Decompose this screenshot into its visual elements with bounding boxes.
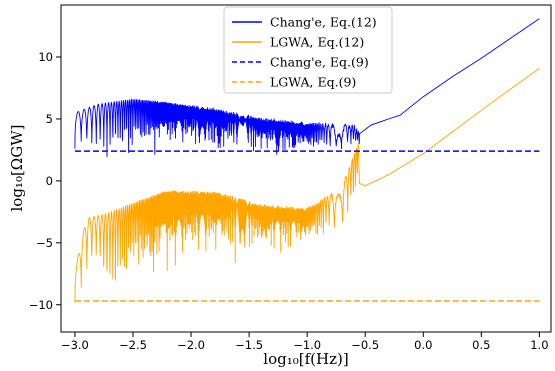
x-tick-label: −1.5 [235, 338, 263, 352]
x-tick-label: −1.0 [293, 338, 321, 352]
y-axis-label: log₁₀[ΩGW] [8, 125, 26, 212]
legend-label-1: LGWA, Eq.(12) [270, 35, 364, 50]
plot-frame [60, 4, 552, 333]
x-tick-label: −2.5 [119, 338, 147, 352]
x-tick-label: 0.0 [414, 338, 432, 352]
y-tick-label: 5 [46, 112, 53, 126]
plot-lines [74, 18, 540, 303]
legend-label-3: LGWA, Eq.(9) [270, 75, 356, 90]
y-tick-label: −5 [36, 236, 53, 250]
legend: Chang'e, Eq.(12) LGWA, Eq.(12) Chang'e, Eq… [223, 6, 393, 94]
y-axis-ticks: −10 −5 0 5 10 [29, 50, 61, 312]
x-tick-label: −2.0 [177, 338, 205, 352]
x-tick-label: 1.0 [530, 338, 548, 352]
legend-label-0: Chang'e, Eq.(12) [270, 15, 377, 30]
y-tick-label: 10 [38, 50, 53, 64]
series-line-0 [74, 18, 540, 158]
legend-label-2: Chang'e, Eq.(9) [270, 55, 369, 70]
series-line-1 [74, 67, 540, 303]
y-tick-label: −10 [29, 298, 53, 312]
x-axis-ticks: −3.0 −2.5 −2.0 −1.5 −1.0 −0.5 0.0 0.5 1.0 [61, 332, 549, 352]
x-tick-label: −0.5 [351, 338, 379, 352]
x-tick-label: 0.5 [472, 338, 490, 352]
x-tick-label: −3.0 [61, 338, 89, 352]
x-axis-label: log₁₀[f(Hz)] [263, 350, 348, 368]
legend-frame [223, 6, 393, 94]
y-tick-label: 0 [46, 174, 53, 188]
